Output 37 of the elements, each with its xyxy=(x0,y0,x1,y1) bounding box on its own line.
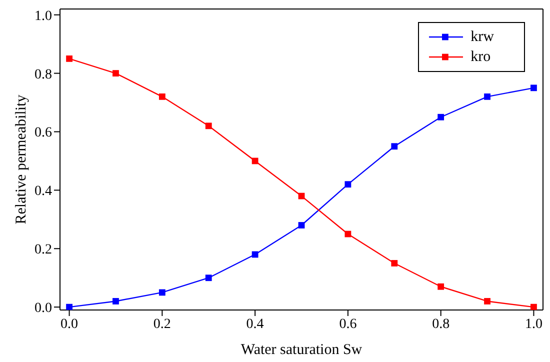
point xyxy=(158,289,166,296)
x-tick-label: 0.8 xyxy=(432,316,450,332)
point xyxy=(112,298,119,304)
point xyxy=(112,70,119,76)
point xyxy=(205,122,212,130)
x-axis-title: Water saturation Sw xyxy=(240,342,362,358)
point xyxy=(158,93,166,100)
point xyxy=(484,93,490,100)
y-tick-label: 1.0 xyxy=(34,8,52,24)
x-tick-label: 0.0 xyxy=(60,316,78,332)
point xyxy=(66,55,72,62)
legend-label: krw xyxy=(470,28,494,47)
x-tick-label: 0.4 xyxy=(246,316,264,332)
y-tick-label: 0.8 xyxy=(34,67,52,82)
point xyxy=(298,222,305,228)
point xyxy=(344,181,352,188)
x-tick-label: 0.6 xyxy=(339,316,357,332)
point xyxy=(530,304,537,310)
point xyxy=(438,283,444,290)
point xyxy=(484,298,490,304)
point xyxy=(66,304,72,310)
point xyxy=(252,158,258,164)
y-tick-label: 0.0 xyxy=(34,301,52,316)
y-tick-label: 0.6 xyxy=(34,126,52,141)
y-axis-title: Relative permeability xyxy=(13,94,30,224)
y-tick-label: 0.4 xyxy=(34,184,52,200)
point xyxy=(252,251,258,258)
point xyxy=(205,274,212,282)
point xyxy=(344,230,352,238)
x-tick-label: 0.2 xyxy=(153,316,171,332)
point xyxy=(530,84,537,92)
point xyxy=(438,114,444,120)
y-tick-label: 0.2 xyxy=(34,242,52,258)
legend-label: kro xyxy=(470,48,491,67)
x-tick-label: 1.0 xyxy=(524,316,542,332)
point xyxy=(391,260,398,266)
point xyxy=(391,143,398,150)
